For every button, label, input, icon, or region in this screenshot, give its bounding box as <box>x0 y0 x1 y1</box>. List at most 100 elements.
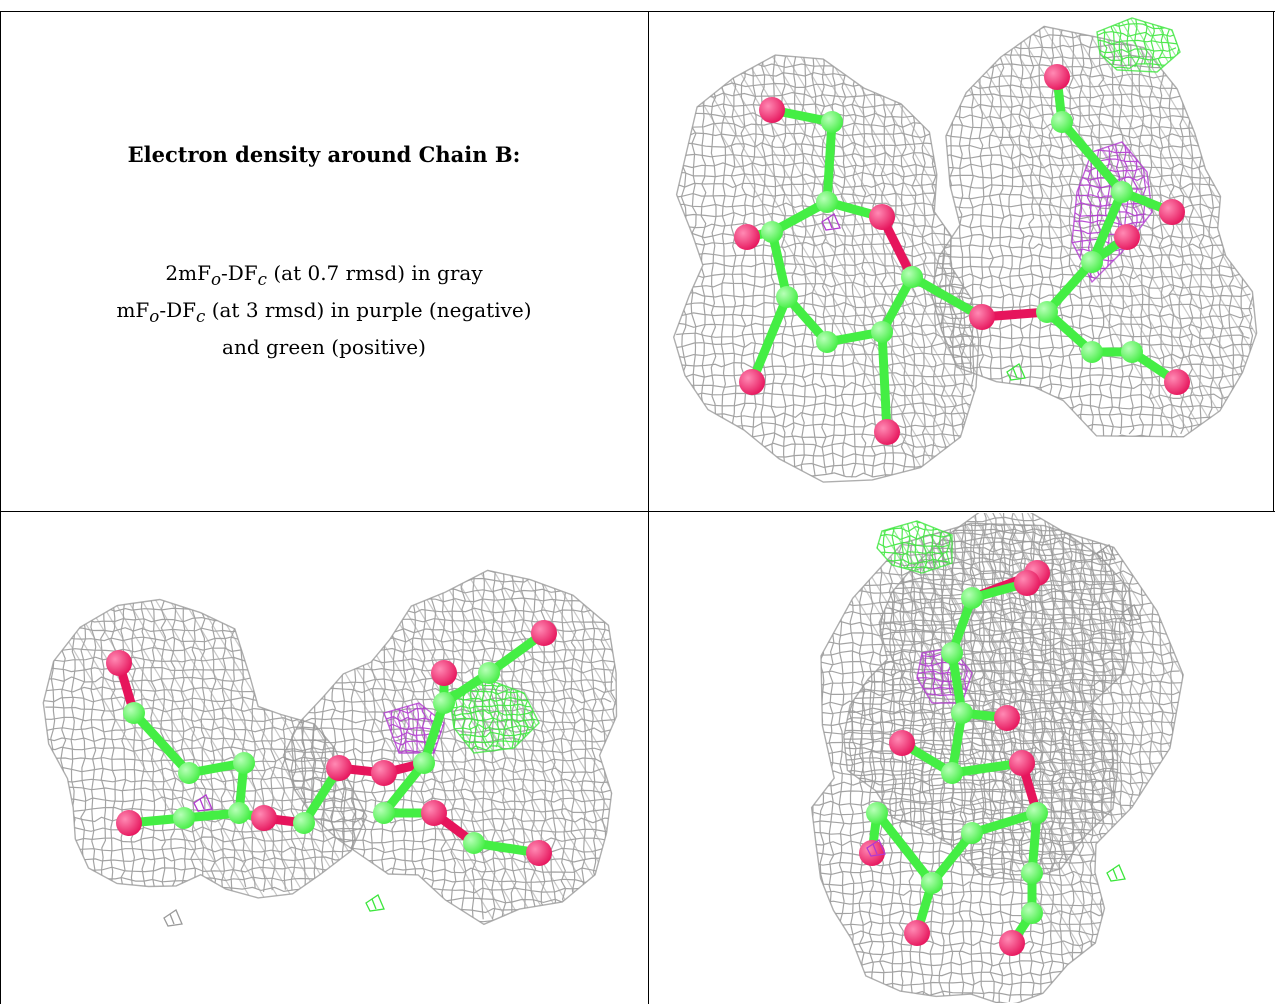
carbon-atom <box>1081 251 1103 273</box>
density-fragment-positive <box>1006 363 1026 381</box>
carbon-atom <box>433 692 455 714</box>
carbon-atom <box>961 587 983 609</box>
carbon-atom <box>941 642 963 664</box>
bond <box>877 327 892 437</box>
carbon-atom <box>463 832 485 854</box>
oxygen-atom <box>869 204 895 230</box>
oxygen-atom <box>371 760 397 786</box>
density-mesh-negative-outline <box>383 702 445 754</box>
carbon-atom <box>816 191 838 213</box>
carbon-atom <box>921 872 943 894</box>
legend-line-gray: 2mFo-DFc (at 0.7 rmsd) in gray <box>165 261 483 289</box>
density-mesh-gray-outline <box>42 598 368 899</box>
carbon-atom <box>1111 181 1133 203</box>
oxygen-atom <box>969 304 995 330</box>
grid-line-right <box>1273 11 1274 511</box>
carbon-atom <box>413 752 435 774</box>
oxygen-atom <box>531 620 557 646</box>
carbon-atom <box>961 822 983 844</box>
carbon-atom <box>866 802 888 824</box>
density-mesh-gray-outline <box>282 569 618 926</box>
carbon-atom <box>1021 902 1043 924</box>
oxygen-atom <box>904 920 930 946</box>
bond <box>872 808 937 888</box>
carbon-atom <box>178 762 200 784</box>
oxygen-atom <box>859 840 885 866</box>
density-fragment-positive <box>1106 864 1126 882</box>
oxygen-atom <box>1114 224 1140 250</box>
carbon-atom <box>373 802 395 824</box>
oxygen-atom <box>1159 199 1185 225</box>
bond <box>747 292 792 387</box>
carbon-atom <box>941 762 963 784</box>
density-fragment-gray <box>1096 544 1116 562</box>
bond <box>1057 117 1127 197</box>
density-mesh-gray-outline <box>810 522 1184 1003</box>
density-mesh-positive-outline <box>876 520 953 574</box>
legend-line-purple: mFo-DFc (at 3 rmsd) in purple (negative) <box>116 298 532 326</box>
oxygen-atom <box>116 810 142 836</box>
density-view-bottom-left <box>42 569 618 927</box>
density-fragment-negative <box>866 839 886 857</box>
oxygen-atom <box>1009 750 1035 776</box>
density-fragment-gray <box>163 909 183 927</box>
oxygen-atom <box>994 705 1020 731</box>
oxygen-atom <box>759 97 785 123</box>
caption-panel: Electron density around Chain B: 2mFo-DF… <box>12 12 636 508</box>
carbon-atom <box>1051 111 1073 133</box>
carbon-atom <box>871 321 893 343</box>
bond <box>129 708 194 778</box>
density-fragment-negative <box>821 213 841 231</box>
density-mesh-gray-outline <box>672 54 980 483</box>
carbon-atom <box>776 286 798 308</box>
oxygen-atom <box>889 730 915 756</box>
molecule-chain-b <box>859 560 1050 956</box>
oxygen-atom <box>1014 570 1040 596</box>
oxygen-atom <box>251 805 277 831</box>
grid-line-top <box>0 11 1275 12</box>
oxygen-atom <box>106 650 132 676</box>
bond <box>767 227 792 302</box>
density-fragment-gray <box>1121 604 1141 622</box>
density-fragment-positive <box>365 894 385 912</box>
density-mesh-gray-outline <box>930 25 1258 438</box>
density-view-top-right <box>672 17 1258 483</box>
bond <box>1087 187 1127 267</box>
oxygen-atom <box>421 800 447 826</box>
carbon-atom <box>1081 341 1103 363</box>
oxygen-atom <box>734 224 760 250</box>
carbon-atom <box>123 702 145 724</box>
carbon-atom <box>816 331 838 353</box>
carbon-atom <box>951 702 973 724</box>
bond <box>822 117 837 207</box>
bond <box>967 808 1042 838</box>
caption-legend: 2mFo-DFc (at 0.7 rmsd) in gray mFo-DFc (… <box>12 258 636 363</box>
density-mesh-gray <box>283 570 617 925</box>
caption-title: Electron density around Chain B: <box>127 142 521 167</box>
oxygen-atom <box>1164 369 1190 395</box>
grid-line-center <box>648 11 649 1004</box>
carbon-atom <box>821 111 843 133</box>
bond <box>1042 257 1097 317</box>
density-mesh-gray-outline <box>843 513 1135 882</box>
carbon-atom <box>1121 341 1143 363</box>
molecule-chain-b <box>106 620 557 866</box>
oxygen-atom <box>739 369 765 395</box>
carbon-atom <box>901 266 923 288</box>
carbon-atom <box>293 812 315 834</box>
density-view-bottom-right <box>810 513 1184 1003</box>
carbon-atom <box>173 807 195 829</box>
carbon-atom <box>1021 862 1043 884</box>
oxygen-atom <box>874 419 900 445</box>
density-mesh-negative-outline <box>1071 141 1153 284</box>
carbon-atom <box>1026 802 1048 824</box>
carbon-atom <box>228 802 250 824</box>
carbon-atom <box>478 662 500 684</box>
grid-line-left <box>0 11 1 1004</box>
oxygen-atom <box>999 930 1025 956</box>
oxygen-atom <box>1044 64 1070 90</box>
molecule-chain-b <box>734 64 1190 445</box>
oxygen-atom <box>526 840 552 866</box>
carbon-atom <box>761 221 783 243</box>
oxygen-atom <box>326 755 352 781</box>
